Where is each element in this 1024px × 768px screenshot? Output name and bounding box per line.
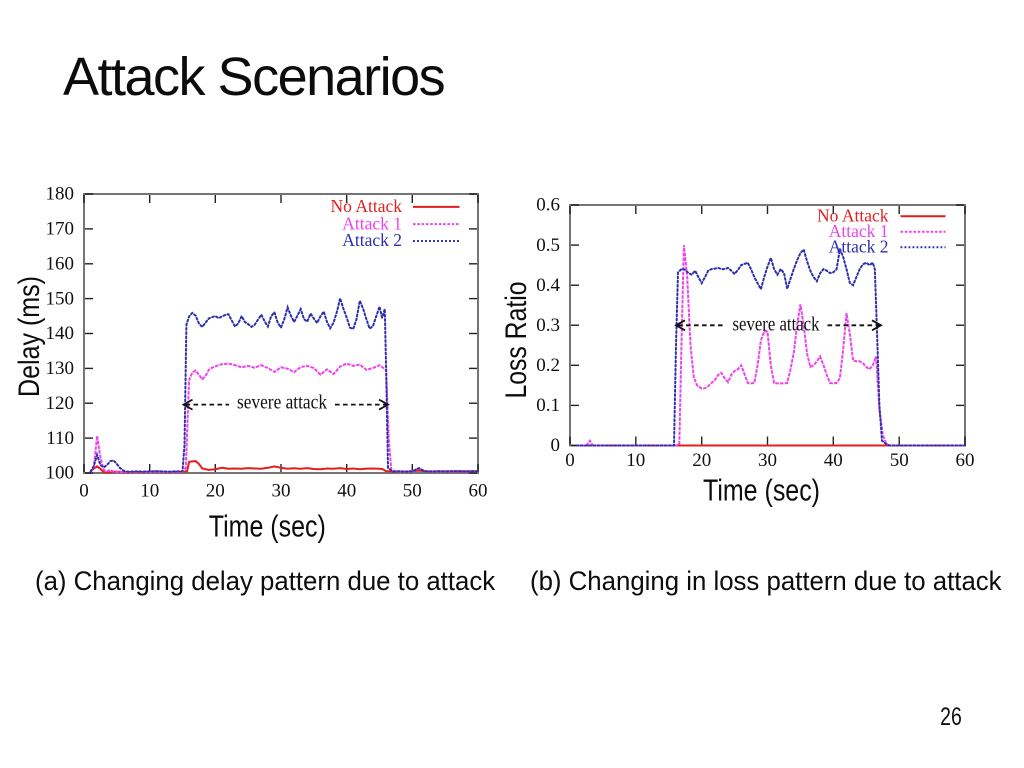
- svg-text:Attack 2: Attack 2: [829, 237, 889, 257]
- svg-text:60: 60: [469, 480, 488, 501]
- svg-text:severe attack: severe attack: [237, 392, 327, 414]
- svg-text:50: 50: [403, 480, 422, 501]
- svg-text:Attack 2: Attack 2: [342, 230, 402, 250]
- svg-text:180: 180: [46, 184, 75, 205]
- svg-text:110: 110: [46, 428, 74, 449]
- svg-text:30: 30: [758, 450, 777, 471]
- svg-text:30: 30: [272, 480, 291, 501]
- svg-text:130: 130: [46, 358, 75, 379]
- svg-text:0.6: 0.6: [536, 195, 560, 216]
- svg-text:20: 20: [692, 450, 711, 471]
- svg-text:0.1: 0.1: [536, 395, 560, 416]
- svg-text:No Attack: No Attack: [817, 206, 889, 226]
- svg-text:Loss Ratio: Loss Ratio: [500, 282, 533, 399]
- svg-text:0: 0: [565, 450, 575, 471]
- svg-text:160: 160: [46, 253, 75, 274]
- svg-text:10: 10: [626, 450, 645, 471]
- svg-text:50: 50: [890, 450, 909, 471]
- svg-text:Time (sec): Time (sec): [209, 508, 326, 543]
- svg-text:0.2: 0.2: [536, 355, 560, 376]
- svg-text:Attack 1: Attack 1: [342, 213, 402, 233]
- svg-text:150: 150: [46, 288, 75, 309]
- svg-text:0.4: 0.4: [536, 275, 560, 296]
- svg-text:No Attack: No Attack: [331, 196, 403, 216]
- svg-text:170: 170: [46, 219, 75, 240]
- svg-text:120: 120: [46, 393, 75, 414]
- svg-text:Time (sec): Time (sec): [703, 473, 820, 508]
- svg-text:20: 20: [206, 480, 225, 501]
- svg-text:100: 100: [46, 463, 75, 484]
- svg-text:40: 40: [337, 480, 356, 501]
- svg-text:0: 0: [551, 435, 561, 456]
- svg-text:0.3: 0.3: [536, 315, 560, 336]
- svg-text:40: 40: [824, 450, 843, 471]
- svg-text:60: 60: [956, 450, 975, 471]
- svg-text:0.5: 0.5: [536, 235, 560, 256]
- svg-text:severe attack: severe attack: [733, 314, 820, 336]
- svg-text:140: 140: [46, 323, 75, 344]
- svg-text:0: 0: [79, 480, 89, 501]
- svg-text:Delay (ms): Delay (ms): [13, 276, 46, 397]
- svg-text:10: 10: [140, 480, 159, 501]
- svg-text:Attack 1: Attack 1: [829, 221, 889, 241]
